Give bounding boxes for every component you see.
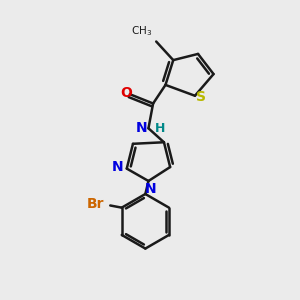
- Text: CH$_3$: CH$_3$: [131, 24, 152, 38]
- Text: N: N: [145, 182, 157, 196]
- Text: O: O: [120, 86, 132, 100]
- Text: S: S: [196, 90, 206, 104]
- Text: N: N: [112, 160, 124, 174]
- Text: Br: Br: [87, 197, 105, 211]
- Text: H: H: [155, 122, 166, 135]
- Text: N: N: [136, 121, 148, 135]
